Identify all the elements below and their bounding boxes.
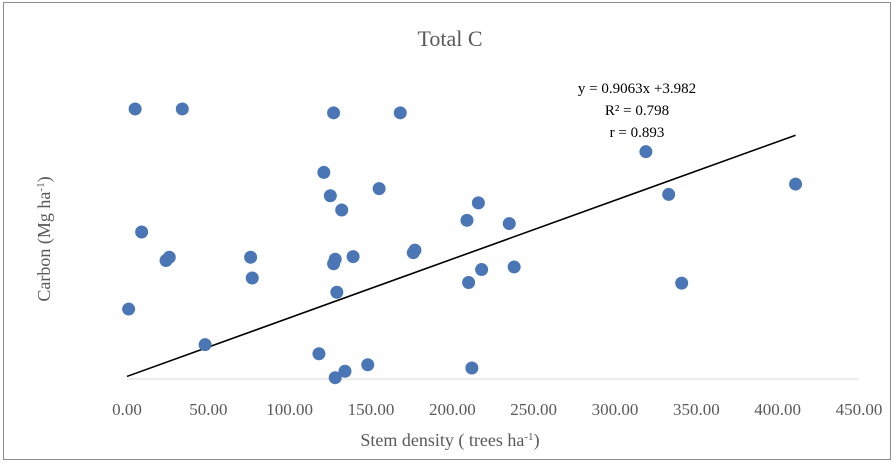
data-point [338, 365, 351, 378]
x-tick-label: 400.00 [754, 400, 801, 419]
data-point [335, 203, 348, 216]
x-tick-label: 350.00 [673, 400, 720, 419]
x-tick-label: 450.00 [836, 400, 883, 419]
data-point [135, 225, 148, 238]
x-tick-label: 0.00 [112, 400, 142, 419]
data-point [244, 251, 257, 264]
data-point [329, 253, 342, 266]
data-point [361, 358, 374, 371]
x-axis-title-superscript: -1 [524, 431, 533, 443]
y-axis-title-main: Carbon (Mg ha [34, 192, 55, 302]
x-tick-label: 200.00 [429, 400, 476, 419]
data-point [462, 276, 475, 289]
y-axis-title-end: ) [34, 176, 55, 182]
x-axis-title: Stem density ( trees ha-1) [360, 430, 539, 451]
data-point [472, 196, 485, 209]
trendline-equation: y = 0.9063x +3.982 [578, 81, 696, 97]
r-label: r = 0.893 [610, 125, 665, 141]
trendline [127, 135, 796, 376]
x-tick-label: 150.00 [348, 400, 395, 419]
data-point [312, 347, 325, 360]
data-point [675, 277, 688, 290]
data-point [465, 361, 478, 374]
data-point [330, 286, 343, 299]
data-point [122, 303, 135, 316]
trendline-group [127, 135, 796, 376]
x-axis-title-end: ) [534, 430, 540, 451]
data-point [460, 214, 473, 227]
data-point [373, 182, 386, 195]
data-point [246, 271, 259, 284]
x-tick-label: 100.00 [266, 400, 313, 419]
data-point [176, 102, 189, 115]
data-point [199, 338, 212, 351]
data-point [662, 188, 675, 201]
data-point [347, 250, 360, 263]
data-point [503, 217, 516, 230]
data-point [327, 106, 340, 119]
data-point [394, 106, 407, 119]
data-point [129, 102, 142, 115]
x-axis-title-main: Stem density ( trees ha [360, 430, 524, 451]
data-point [508, 260, 521, 273]
y-axis-title-superscript: -1 [35, 182, 47, 191]
data-point [475, 263, 488, 276]
data-point [639, 145, 652, 158]
data-point [324, 189, 337, 202]
r-squared-label: R² = 0.798 [605, 103, 669, 119]
scatter-chart: Total C 0.00 50.00 100.00 150.00 200.00 250.0… [4, 3, 892, 461]
chart-title: Total C [417, 26, 482, 51]
y-axis-title: Carbon (Mg ha-1) [34, 176, 55, 301]
data-point [789, 178, 802, 191]
x-tick-labels: 0.00 50.00 100.00 150.00 200.00 250.00 300.00 3… [112, 400, 882, 419]
x-tick-label: 300.00 [592, 400, 639, 419]
chart-area: Total C 0.00 50.00 100.00 150.00 200.00 250.0… [3, 2, 891, 460]
data-point [163, 251, 176, 264]
x-tick-label: 250.00 [510, 400, 557, 419]
data-point [408, 244, 421, 257]
x-tick-label: 50.00 [189, 400, 227, 419]
data-point [317, 166, 330, 179]
